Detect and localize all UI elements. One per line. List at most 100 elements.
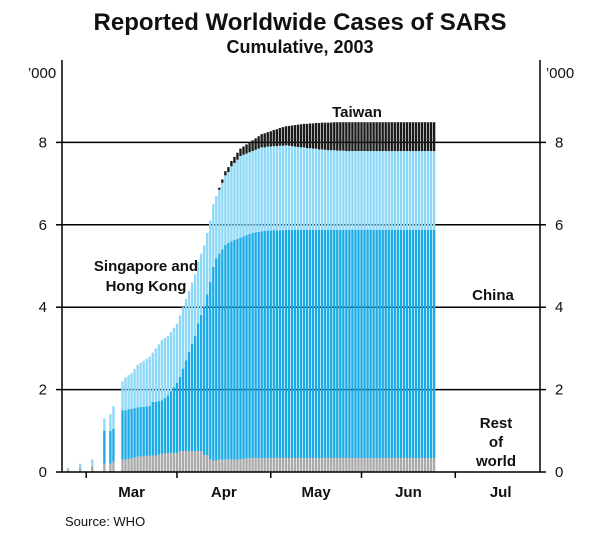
bar-china [184,360,188,451]
bar-china [254,232,257,458]
bar-rest-of-world [366,457,369,472]
x-tick-label-mar: Mar [118,484,145,501]
bar-rest-of-world [175,453,179,472]
bar-china [127,409,130,459]
bar-china [296,229,300,458]
bar-rest-of-world [172,453,176,472]
bar-taiwan [272,130,275,147]
bar-rest-of-world [390,457,393,472]
bar-rest-of-world [351,457,354,472]
bar-rest-of-world [339,457,342,472]
bar-taiwan [375,122,378,152]
bar-rest-of-world [112,461,115,472]
bar-singapore-hong-kong [345,151,348,230]
bar-china [372,229,375,458]
bar-singapore-hong-kong [375,151,378,230]
bar-singapore-hong-kong [378,151,381,230]
bar-rest-of-world [287,457,291,472]
bar-singapore-hong-kong [163,338,167,398]
bar-taiwan [372,122,375,152]
bar-singapore-hong-kong [78,463,82,468]
bar-singapore-hong-kong [296,146,300,230]
bar-china [429,229,433,458]
bar-singapore-hong-kong [317,149,321,230]
bar-taiwan [251,140,254,152]
bar-china [363,229,366,458]
bar-rest-of-world [302,457,306,472]
bar-taiwan [275,129,278,147]
bar-china [324,229,327,458]
bar-china [163,397,167,454]
bar-rest-of-world [375,457,378,472]
bar-singapore-hong-kong [130,373,133,409]
bar-singapore-hong-kong [393,151,396,230]
bar-taiwan [417,122,421,152]
bar-china [333,229,336,458]
bar-singapore-hong-kong [133,369,136,409]
bar-china [236,238,239,460]
bar-china [266,230,269,458]
y-tick-label-left: 2 [39,382,47,399]
bar-china [293,229,297,458]
bar-rest-of-world [420,457,424,472]
bar-rest-of-world [166,453,170,472]
bar-china [284,229,288,458]
bar-singapore-hong-kong [266,146,269,231]
bar-singapore-hong-kong [390,151,393,230]
bar-china [169,391,173,454]
bar-rest-of-world [142,456,145,472]
bar-singapore-hong-kong [236,159,239,239]
bar-singapore-hong-kong [112,406,115,429]
bar-singapore-hong-kong [91,459,94,466]
bar-rest-of-world [414,457,418,472]
bar-taiwan [218,187,221,190]
bar-china [281,230,285,458]
y-tick-label-right: 4 [555,299,563,316]
bar-china [193,335,197,451]
bar-singapore-hong-kong [423,151,427,230]
bar-taiwan [333,122,336,151]
x-tick-labels: Mar Apr May Jun Jul [118,484,511,501]
bar-taiwan [290,125,294,147]
bar-rest-of-world [396,457,399,472]
bar-china [154,401,157,456]
y-unit-left: ’000 [28,65,56,82]
bar-singapore-hong-kong [426,151,430,230]
bar-rest-of-world [190,450,194,472]
bar-taiwan [287,125,291,146]
bar-china [299,229,303,458]
y-tick-label-left: 8 [39,134,47,151]
bar-singapore-hong-kong [402,151,406,230]
bar-rest-of-world [203,455,206,472]
annotation-china: China [472,287,514,304]
bar-china [420,229,424,458]
bar-rest-of-world [333,457,336,472]
bar-singapore-hong-kong [142,360,145,407]
bar-singapore-hong-kong [215,195,218,259]
bar-china [390,229,393,458]
bar-china [393,229,396,458]
bar-singapore-hong-kong [209,220,212,283]
bar-china [351,229,354,458]
bar-china [233,240,236,460]
bar-china [103,430,106,464]
bar-china [342,229,345,458]
bar-taiwan [236,152,239,160]
bar-rest-of-world [411,457,415,472]
bar-singapore-hong-kong [284,145,288,230]
bar-rest-of-world [218,459,221,472]
bar-rest-of-world [336,457,339,472]
bar-singapore-hong-kong [429,151,433,230]
bar-rest-of-world [429,457,433,472]
x-tick-label-apr: Apr [211,484,237,501]
bar-taiwan [266,132,269,147]
bar-singapore-hong-kong [184,298,188,361]
bar-rest-of-world [78,467,82,472]
bar-china [348,229,351,458]
bar-rest-of-world [133,457,136,472]
bar-china [263,230,266,458]
bar-rest-of-world [199,450,203,472]
bar-singapore-hong-kong [251,151,254,234]
bar-singapore-hong-kong [196,261,200,324]
bar-singapore-hong-kong [336,150,339,230]
